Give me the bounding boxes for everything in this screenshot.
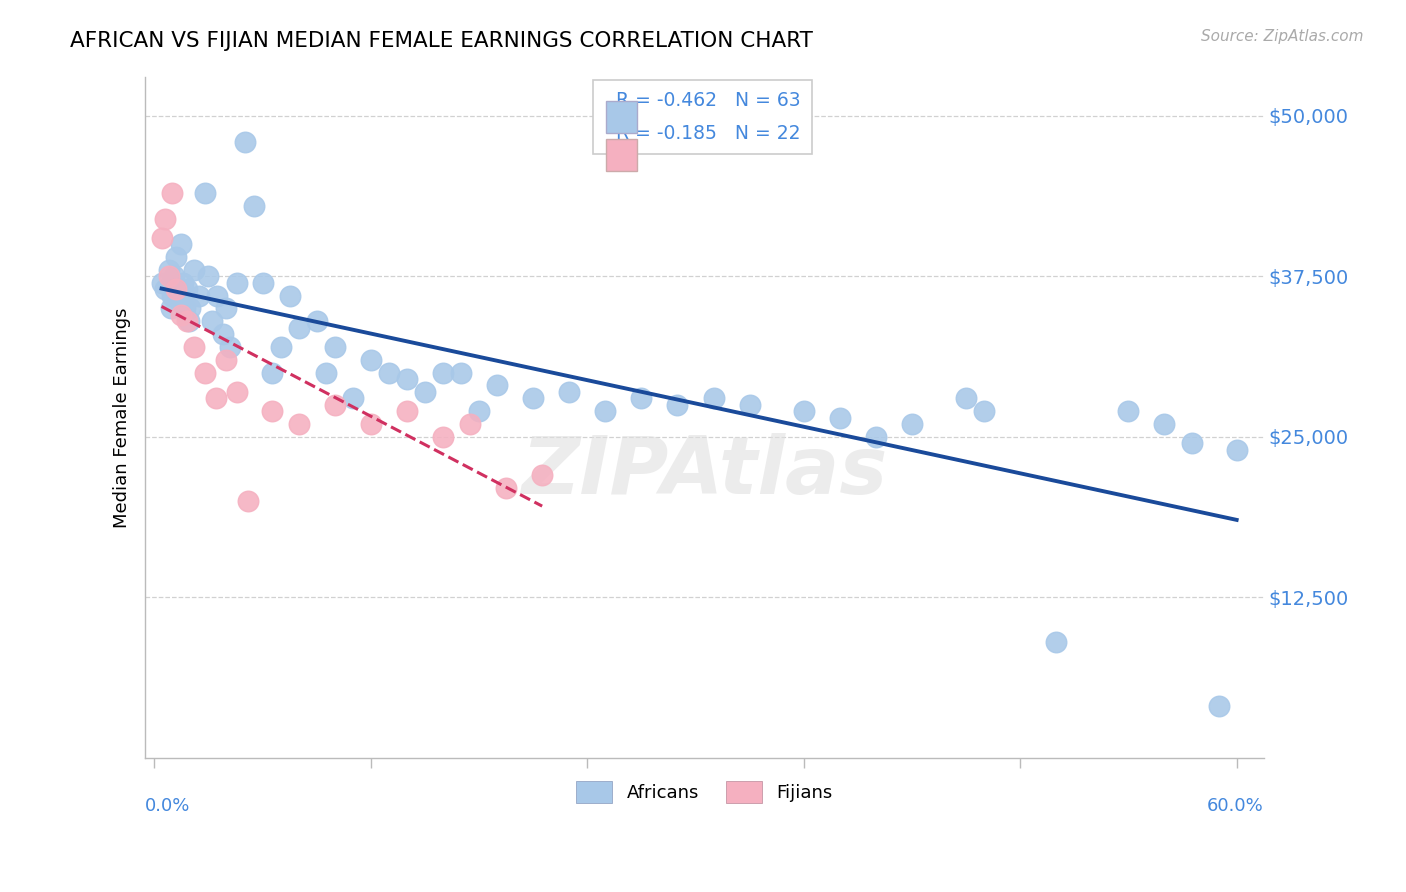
Point	[305, 314, 328, 328]
Point	[226, 276, 249, 290]
Point	[413, 384, 436, 399]
Point	[207, 288, 229, 302]
Point	[165, 282, 187, 296]
Point	[166, 288, 188, 302]
Point	[176, 314, 198, 328]
Point	[163, 269, 186, 284]
Text: ZIPAtlas: ZIPAtlas	[522, 433, 887, 511]
Point	[159, 301, 181, 316]
Point	[522, 392, 544, 406]
Point	[260, 404, 283, 418]
Point	[1208, 699, 1230, 714]
Point	[212, 327, 235, 342]
Point	[342, 392, 364, 406]
Point	[172, 276, 194, 290]
Point	[595, 404, 617, 418]
Text: 60.0%: 60.0%	[1206, 797, 1264, 814]
Point	[188, 288, 211, 302]
Point	[865, 430, 887, 444]
Point	[793, 404, 815, 418]
Point	[432, 366, 454, 380]
Point	[458, 417, 481, 431]
Text: Source: ZipAtlas.com: Source: ZipAtlas.com	[1201, 29, 1364, 44]
Point	[252, 276, 274, 290]
Point	[287, 320, 309, 334]
Point	[432, 430, 454, 444]
Point	[666, 398, 689, 412]
Legend: Africans, Fijians: Africans, Fijians	[569, 773, 841, 810]
Point	[215, 301, 238, 316]
Point	[486, 378, 509, 392]
Point	[828, 410, 851, 425]
Point	[170, 237, 193, 252]
Point	[179, 301, 201, 316]
Text: AFRICAN VS FIJIAN MEDIAN FEMALE EARNINGS CORRELATION CHART: AFRICAN VS FIJIAN MEDIAN FEMALE EARNINGS…	[70, 31, 813, 51]
Point	[226, 384, 249, 399]
Point	[219, 340, 242, 354]
Point	[183, 263, 205, 277]
Point	[323, 398, 346, 412]
Point	[360, 352, 382, 367]
Point	[278, 288, 301, 302]
Point	[194, 366, 217, 380]
Point	[558, 384, 581, 399]
Point	[378, 366, 401, 380]
Point	[495, 481, 517, 495]
Point	[1118, 404, 1140, 418]
Point	[150, 276, 173, 290]
Point	[531, 468, 554, 483]
FancyBboxPatch shape	[606, 138, 637, 171]
Text: R = -0.462   N = 63
  R = -0.185   N = 22: R = -0.462 N = 63 R = -0.185 N = 22	[603, 91, 800, 143]
Point	[973, 404, 995, 418]
Point	[287, 417, 309, 431]
Point	[170, 308, 193, 322]
Point	[260, 366, 283, 380]
Y-axis label: Median Female Earnings: Median Female Earnings	[114, 308, 131, 528]
Point	[194, 186, 217, 200]
Point	[1180, 436, 1202, 450]
Point	[1153, 417, 1175, 431]
Point	[270, 340, 292, 354]
Point	[955, 392, 977, 406]
Point	[702, 392, 724, 406]
Point	[169, 295, 191, 310]
Point	[162, 288, 184, 302]
Point	[157, 263, 180, 277]
Point	[176, 282, 198, 296]
Point	[468, 404, 491, 418]
Point	[1045, 635, 1067, 649]
Point	[153, 282, 176, 296]
Point	[153, 211, 176, 226]
Point	[901, 417, 924, 431]
Point	[233, 135, 256, 149]
Point	[360, 417, 382, 431]
Point	[174, 301, 197, 316]
Point	[197, 269, 219, 284]
Point	[150, 231, 173, 245]
Point	[395, 404, 418, 418]
Point	[162, 186, 184, 200]
Point	[242, 199, 264, 213]
Point	[236, 494, 259, 508]
Point	[204, 392, 226, 406]
Point	[738, 398, 761, 412]
Point	[395, 372, 418, 386]
FancyBboxPatch shape	[606, 101, 637, 133]
Text: 0.0%: 0.0%	[145, 797, 191, 814]
Point	[157, 269, 180, 284]
Point	[183, 340, 205, 354]
Point	[1226, 442, 1249, 457]
Point	[177, 314, 200, 328]
Point	[201, 314, 224, 328]
Point	[215, 352, 238, 367]
Point	[450, 366, 472, 380]
Point	[165, 250, 187, 264]
Point	[630, 392, 652, 406]
Point	[323, 340, 346, 354]
Point	[315, 366, 337, 380]
